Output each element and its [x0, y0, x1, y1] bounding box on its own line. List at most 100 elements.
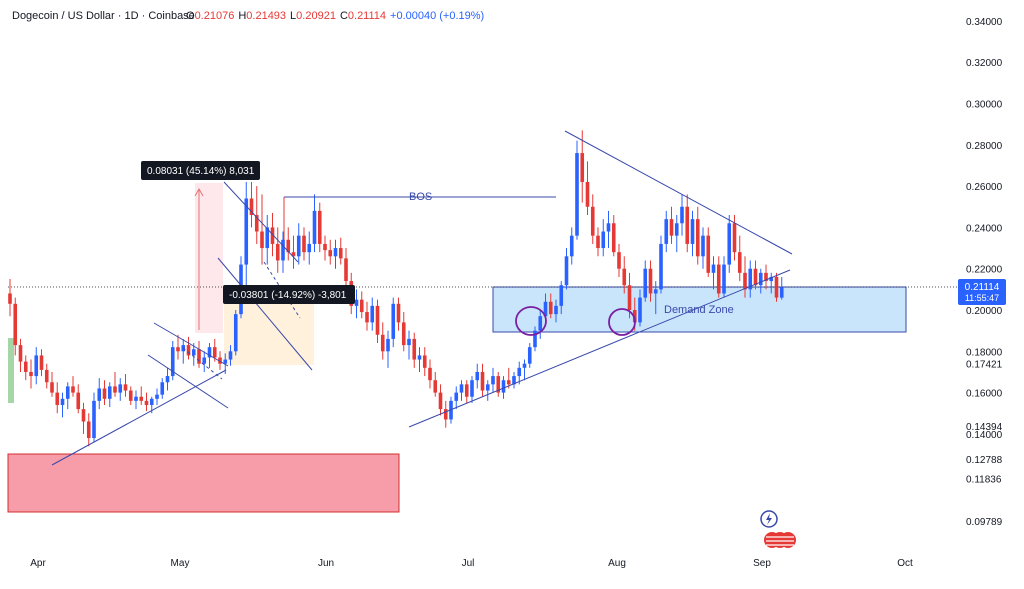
candle-body-3 — [23, 361, 28, 372]
candle-body-74 — [396, 303, 401, 323]
candle-body-122 — [648, 268, 653, 294]
candle-body-54 — [291, 252, 296, 257]
y-tick-label-6: 0.22000 — [966, 265, 1003, 276]
candle-body-83 — [443, 409, 448, 420]
candle-body-1 — [13, 303, 18, 346]
x-tick-label-may: May — [171, 558, 190, 569]
candle-body-21 — [118, 384, 123, 393]
demand-touch-circle-1 — [515, 306, 547, 336]
candle-body-96 — [512, 376, 516, 385]
current-price-value: 0.21114 — [965, 282, 1000, 293]
candle-body-134 — [711, 264, 716, 273]
candle-body-23 — [128, 390, 133, 401]
candle-body-37 — [202, 357, 207, 364]
candle-body-111 — [590, 206, 595, 236]
candle-body-26 — [144, 400, 149, 405]
candle-body-141 — [748, 268, 753, 290]
flag-midline — [182, 347, 223, 380]
candle-body-8 — [50, 382, 54, 393]
candle-body-101 — [538, 316, 543, 331]
candle-body-109 — [580, 153, 585, 182]
y-tick-label-1: 0.32000 — [966, 58, 1003, 69]
candle-body-0 — [8, 293, 12, 304]
rising-trendline — [408, 269, 791, 428]
flag-lower-line — [147, 354, 229, 409]
candle-body-133 — [706, 235, 711, 273]
candle-body-14 — [81, 409, 86, 422]
supply-zone — [7, 453, 400, 513]
candle-body-129 — [685, 206, 690, 244]
candle-body-144 — [764, 272, 768, 282]
bos-label: BOS — [409, 191, 432, 203]
candle-body-48 — [260, 231, 264, 249]
candle-body-22 — [123, 384, 128, 391]
candle-body-80 — [428, 367, 432, 381]
candle-body-55 — [296, 235, 301, 257]
candle-body-73 — [391, 303, 396, 339]
candle-body-17 — [97, 388, 102, 401]
event-icons[interactable] — [760, 510, 796, 548]
y-tick-label-10: 0.16000 — [966, 389, 1003, 400]
candle-body-25 — [139, 396, 144, 401]
candle-body-76 — [407, 338, 411, 346]
candle-body-119 — [632, 310, 637, 323]
ohlc-low-label: L — [290, 10, 296, 22]
x-tick-label-sep: Sep — [753, 558, 771, 569]
candle-body-5 — [34, 355, 39, 377]
demand-touch-circle-2 — [608, 308, 636, 336]
candle-body-89 — [475, 371, 480, 381]
ohlc-high-label: H — [238, 10, 246, 22]
y-tick-label-11: 0.14394 — [966, 422, 1003, 433]
candle-body-64 — [344, 258, 348, 282]
candle-body-15 — [86, 421, 91, 439]
candle-body-18 — [102, 388, 107, 399]
candle-body-128 — [680, 206, 684, 224]
candle-body-100 — [533, 330, 537, 348]
falling-channel-upper — [223, 181, 299, 263]
candle-body-28 — [155, 394, 159, 399]
candle-body-97 — [517, 367, 522, 377]
candle-body-90 — [480, 371, 485, 391]
candle-body-117 — [622, 268, 627, 286]
triangle-upper-line — [564, 130, 793, 255]
candle-body-138 — [732, 223, 737, 253]
left-green-marker — [8, 338, 14, 403]
candle-body-132 — [701, 235, 705, 257]
candle-body-75 — [401, 322, 406, 346]
falling-channel-lower — [217, 257, 313, 371]
candle-body-49 — [265, 227, 270, 249]
ohlc-close-value: 0.21114 — [348, 10, 386, 22]
candle-body-127 — [674, 223, 679, 236]
candle-body-139 — [737, 252, 742, 273]
x-tick-label-apr: Apr — [30, 558, 46, 569]
candle-body-67 — [359, 299, 364, 313]
candle-body-62 — [333, 248, 338, 257]
candle-body-103 — [548, 301, 553, 315]
candle-body-61 — [328, 250, 333, 257]
candle-body-29 — [160, 382, 165, 395]
candle-body-51 — [275, 243, 280, 261]
candle-body-91 — [485, 384, 490, 391]
candle-body-27 — [149, 398, 154, 405]
x-tick-label-jul: Jul — [462, 558, 475, 569]
candle-body-88 — [470, 380, 474, 397]
candle-body-56 — [302, 235, 306, 253]
candle-body-4 — [29, 371, 33, 377]
candle-body-34 — [186, 345, 191, 356]
candle-body-58 — [312, 210, 317, 244]
candle-body-98 — [522, 363, 527, 368]
flag-upper-line — [153, 322, 229, 367]
measure-down-label: -0.03801 (-14.92%) -3,801 — [229, 290, 347, 301]
flag-icon-3[interactable] — [780, 532, 796, 548]
ohlc-open-value: 0.21076 — [195, 10, 235, 22]
candle-body-66 — [354, 299, 359, 306]
channel-midline — [263, 261, 301, 319]
candle-body-63 — [338, 248, 343, 259]
candle-body-104 — [554, 305, 558, 315]
candle-body-137 — [727, 223, 732, 265]
candle-body-95 — [506, 380, 511, 385]
x-tick-label-jun: Jun — [318, 558, 334, 569]
candle-body-81 — [433, 380, 438, 393]
